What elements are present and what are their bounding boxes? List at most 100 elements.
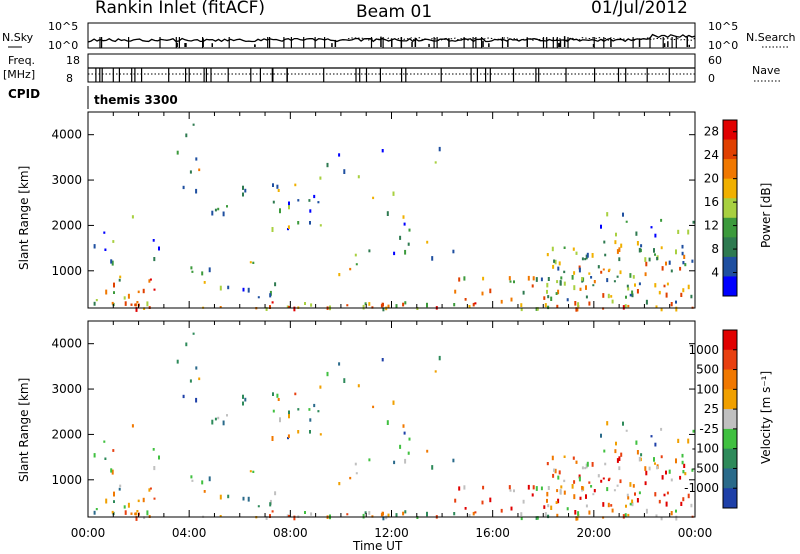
echo-cell (588, 301, 591, 306)
echo-cell (650, 435, 653, 438)
echo-cell (146, 301, 149, 307)
noise-spike (380, 36, 382, 47)
echo-cell (198, 377, 201, 381)
echo-cell (656, 466, 659, 470)
echo-cell (393, 460, 396, 465)
echo-cell (636, 498, 639, 503)
echo-cell (387, 513, 390, 517)
echo-cell (148, 279, 151, 283)
echo-cell (392, 191, 395, 196)
echo-cell (618, 456, 621, 461)
echo-cell (189, 170, 192, 174)
echo-cell (326, 371, 329, 377)
echo-cell (553, 468, 556, 472)
echo-cell (402, 424, 405, 428)
echo-cell (619, 479, 622, 484)
echo-cell (104, 457, 107, 460)
echo-cell (269, 514, 271, 518)
echo-cell (585, 463, 588, 469)
echo-cell (142, 288, 145, 294)
echo-cell (665, 501, 668, 507)
echo-cell (355, 263, 358, 266)
nave-tick-top: 60 (708, 54, 722, 67)
echo-cell (675, 249, 677, 255)
echo-cell (581, 486, 584, 490)
echo-cell (648, 257, 651, 262)
date-label: 01/Jul/2012 (591, 0, 688, 18)
echo-cell (123, 505, 126, 509)
echo-cell (244, 397, 247, 402)
echo-cell (625, 504, 627, 508)
colorbar-tick-label: 12 (704, 219, 719, 233)
echo-cell (227, 494, 230, 499)
echo-cell (201, 271, 204, 276)
echo-cell (294, 183, 297, 187)
echo-cell (510, 506, 513, 511)
echo-cell (438, 146, 441, 152)
echo-cell (153, 497, 156, 500)
echo-cell (346, 304, 349, 307)
echo-cell (645, 508, 648, 514)
echo-cell (431, 256, 434, 261)
echo-cell (631, 293, 634, 298)
colorbar-segment (723, 198, 737, 219)
echo-cell (660, 516, 663, 521)
echo-cell (404, 301, 407, 305)
echo-cell (153, 288, 156, 291)
freq-tick-bottom: 8 (66, 72, 73, 85)
noise-tick-right-top: 10^5 (708, 20, 738, 33)
echo-cell (590, 276, 593, 279)
echo-cell (509, 280, 512, 283)
freq-label: Freq. (8, 54, 35, 67)
echo-cell (619, 270, 622, 275)
echo-cell (249, 261, 252, 264)
echo-cell (597, 265, 600, 269)
echo-cell (546, 253, 549, 257)
echo-cell (635, 440, 638, 445)
echo-cell (531, 493, 534, 497)
echo-cell (687, 438, 690, 444)
echo-cell (520, 303, 523, 307)
echo-cell (452, 458, 455, 463)
echo-cell (338, 362, 341, 366)
echo-cell (629, 482, 632, 487)
echo-cell (531, 284, 534, 288)
colorbar-tick-label: 28 (704, 125, 719, 139)
echo-cell (135, 307, 138, 312)
echo-cell (288, 414, 290, 419)
echo-cell (544, 512, 547, 517)
echo-cell (639, 248, 642, 253)
echo-cell (616, 275, 619, 278)
noise-spike (663, 43, 666, 47)
echo-cell (675, 515, 678, 521)
echo-cell (654, 462, 656, 465)
echo-cell (675, 509, 677, 513)
echo-cell (677, 438, 680, 443)
echo-cell (631, 499, 634, 504)
echo-cell (660, 455, 663, 459)
echo-cell (252, 470, 255, 473)
echo-cell (581, 277, 584, 281)
echo-cell (434, 161, 437, 164)
echo-cell (670, 269, 673, 273)
echo-cell (614, 240, 617, 245)
power-ylabel: Slant Range [km] (17, 166, 31, 270)
echo-cell (472, 511, 475, 516)
echo-cell (610, 295, 613, 298)
echo-cell (610, 504, 613, 507)
echo-cell (679, 475, 682, 480)
echo-cell (546, 462, 549, 466)
echo-cell (277, 398, 280, 401)
echo-cell (242, 185, 244, 190)
echo-cell (474, 511, 477, 514)
echo-cell (131, 424, 134, 428)
echo-cell (681, 460, 684, 465)
echo-cell (546, 498, 548, 503)
velocity-scatter-data (93, 332, 695, 521)
echo-cell (547, 486, 550, 490)
echo-cell (142, 497, 145, 503)
echo-cell (665, 470, 667, 475)
noise-spike (688, 44, 690, 47)
echo-cell (604, 462, 607, 466)
